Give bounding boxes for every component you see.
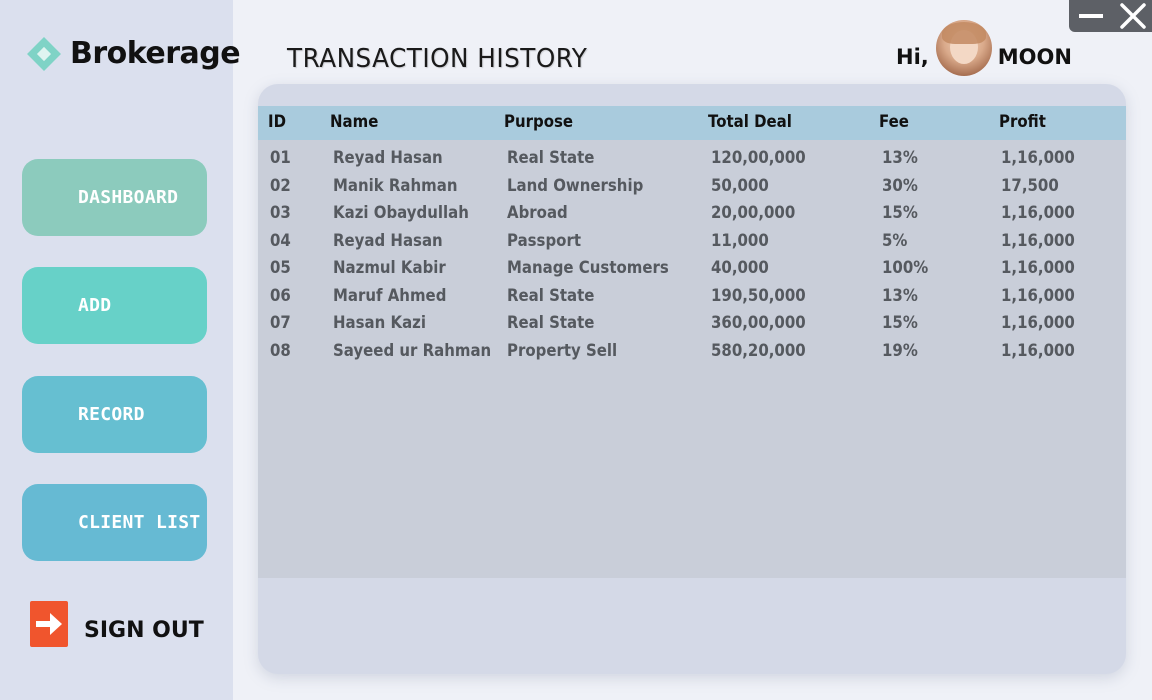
column-header-name: Name xyxy=(330,112,379,132)
cell-id: 07 xyxy=(270,313,291,333)
cell-total-deal: 190,50,000 xyxy=(711,285,806,306)
cell-total-deal: 11,000 xyxy=(711,230,769,251)
record-button[interactable]: RECORD xyxy=(22,376,207,453)
logo-text: Brokerage xyxy=(70,36,241,71)
cell-total-deal: 40,000 xyxy=(711,258,769,278)
cell-purpose: Property Sell xyxy=(507,340,618,361)
minimize-icon[interactable] xyxy=(1079,8,1105,24)
add-button[interactable]: ADD xyxy=(22,267,207,344)
dashboard-button[interactable]: DASHBOARD xyxy=(22,159,207,236)
cell-purpose: Real State xyxy=(507,148,595,168)
cell-total-deal: 120,00,000 xyxy=(711,148,806,168)
column-header-total-deal: Total Deal xyxy=(708,112,792,132)
cell-total-deal: 20,00,000 xyxy=(711,203,796,223)
cell-fee: 15% xyxy=(882,313,918,333)
cell-total-deal: 360,00,000 xyxy=(711,313,806,333)
cell-id: 05 xyxy=(270,258,291,278)
cell-id: 06 xyxy=(270,285,291,306)
cell-id: 04 xyxy=(270,230,291,251)
username: MOON xyxy=(997,45,1072,69)
avatar[interactable] xyxy=(935,20,992,76)
transaction-panel: ID Name Purpose Total Deal Fee Profit 01… xyxy=(258,84,1126,674)
sign-out-label: SIGN OUT xyxy=(84,617,204,643)
cell-fee: 13% xyxy=(882,148,918,168)
cell-purpose: Abroad xyxy=(507,203,568,223)
page-title: TRANSACTION HISTORY xyxy=(287,44,588,74)
cell-name: Reyad Hasan xyxy=(333,230,443,251)
cell-fee: 19% xyxy=(882,340,918,361)
user-greeting: Hi, MOON xyxy=(896,20,1072,76)
logo-diamond-icon xyxy=(27,36,61,71)
cell-fee: 13% xyxy=(882,285,918,306)
cell-profit: 1,16,000 xyxy=(1001,285,1075,306)
cell-name: Sayeed ur Rahman xyxy=(333,340,492,361)
brand-logo: Brokerage xyxy=(26,36,241,71)
sidebar: Brokerage DASHBOARD ADD RECORD CLIENT LI… xyxy=(0,0,241,700)
cell-profit: 1,16,000 xyxy=(1001,230,1075,251)
cell-name: Maruf Ahmed xyxy=(333,285,447,306)
cell-purpose: Land Ownership xyxy=(507,175,644,196)
sign-out-button[interactable]: SIGN OUT xyxy=(30,601,204,647)
cell-name: Nazmul Kabir xyxy=(333,258,446,278)
cell-id: 02 xyxy=(270,175,291,196)
cell-profit: 1,16,000 xyxy=(1001,313,1075,333)
cell-total-deal: 580,20,000 xyxy=(711,340,806,361)
cell-purpose: Passport xyxy=(507,230,581,251)
cell-id: 01 xyxy=(270,148,291,168)
column-header-purpose: Purpose xyxy=(504,112,574,132)
cell-profit: 1,16,000 xyxy=(1001,148,1075,168)
cell-name: Reyad Hasan xyxy=(333,148,443,168)
cell-profit: 1,16,000 xyxy=(1001,203,1075,223)
cell-purpose: Manage Customers xyxy=(507,258,669,278)
cell-name: Hasan Kazi xyxy=(333,313,427,333)
sign-out-icon xyxy=(30,601,68,647)
transaction-table: ID Name Purpose Total Deal Fee Profit 01… xyxy=(258,106,1126,578)
cell-name: Kazi Obaydullah xyxy=(333,203,469,223)
cell-fee: 100% xyxy=(882,258,929,278)
cell-fee: 30% xyxy=(882,175,918,196)
greeting-text: Hi, xyxy=(896,45,929,69)
close-icon[interactable] xyxy=(1119,2,1147,30)
cell-purpose: Real State xyxy=(507,313,595,333)
cell-id: 03 xyxy=(270,203,291,223)
cell-fee: 5% xyxy=(882,230,908,251)
client-list-button[interactable]: CLIENT LIST xyxy=(22,484,207,561)
cell-name: Manik Rahman xyxy=(333,175,458,196)
cell-id: 08 xyxy=(270,340,291,361)
cell-fee: 15% xyxy=(882,203,918,223)
cell-profit: 17,500 xyxy=(1001,175,1059,196)
column-header-profit: Profit xyxy=(999,112,1046,132)
cell-profit: 1,16,000 xyxy=(1001,340,1075,361)
column-header-id: ID xyxy=(268,112,286,132)
cell-total-deal: 50,000 xyxy=(711,175,769,196)
cell-profit: 1,16,000 xyxy=(1001,258,1075,278)
window-controls xyxy=(1069,0,1152,32)
column-header-fee: Fee xyxy=(879,112,909,132)
cell-purpose: Real State xyxy=(507,285,595,306)
table-header: ID Name Purpose Total Deal Fee Profit xyxy=(258,106,1126,140)
